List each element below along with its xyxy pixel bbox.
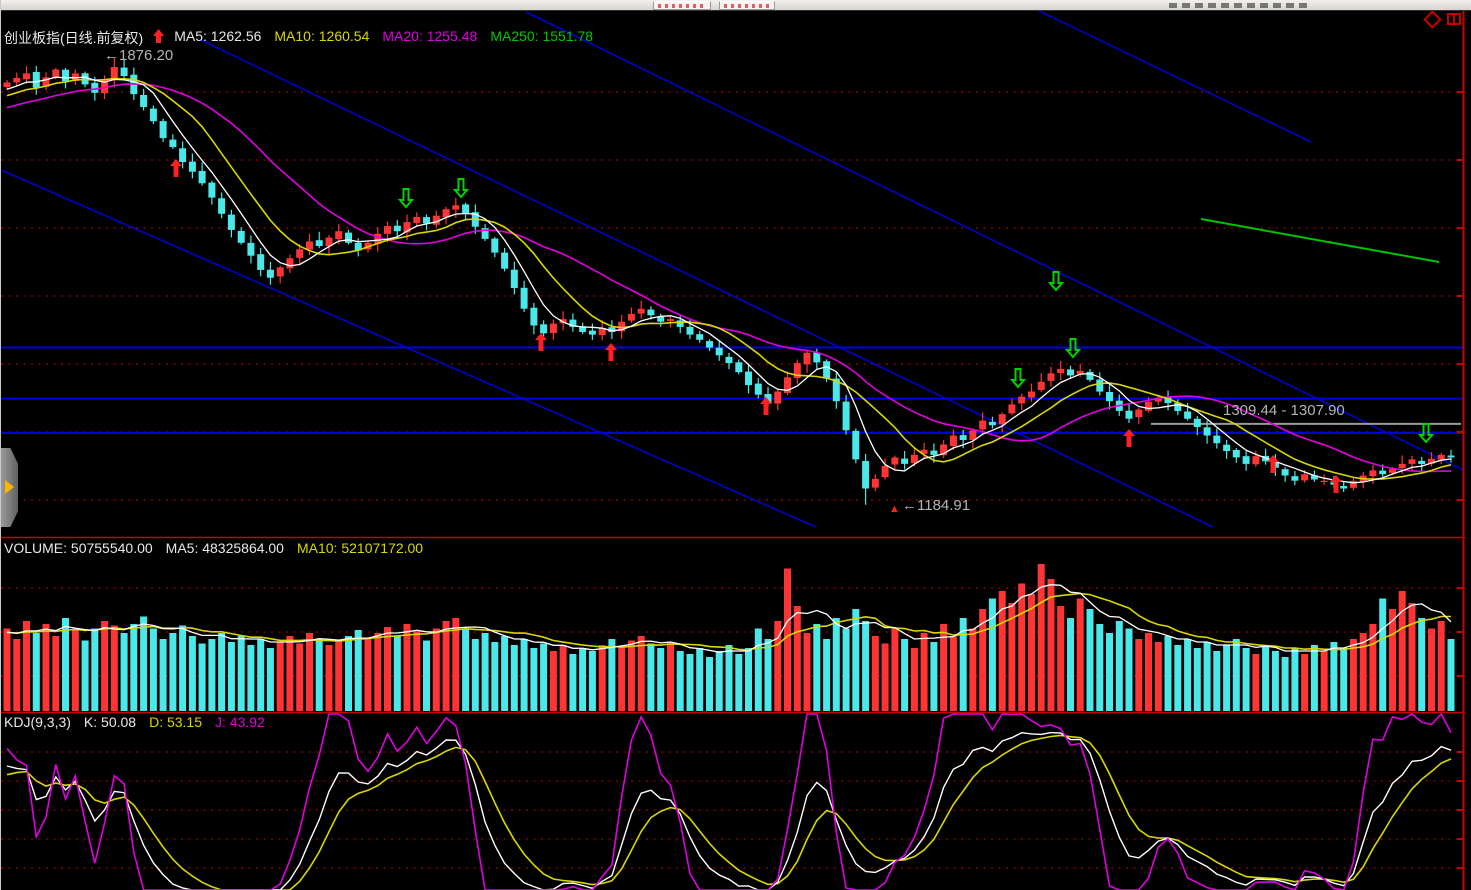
low-marker-icon: ▲: [889, 503, 900, 515]
ma5-value: MA5: 1262.56: [174, 28, 262, 44]
volume-ma10-value: MA10: 52107172.00: [296, 540, 424, 556]
chart-canvas[interactable]: [1, 11, 1471, 890]
split-window-icon[interactable]: [1447, 13, 1461, 25]
kdj-j-value: J: 43.92: [215, 714, 265, 730]
panel-expand-handle[interactable]: [1, 448, 18, 527]
buy-arrow-legend-icon: [152, 28, 165, 48]
menu-bar: [1, 0, 1471, 11]
ma250-value: MA250: 1551.78: [490, 28, 594, 44]
ma20-value: MA20: 1255.48: [382, 28, 478, 44]
menu-button-text-clipped: [724, 4, 770, 8]
volume-ma5-value: MA5: 48325864.00: [165, 540, 284, 556]
ma10-value: MA10: 1260.54: [274, 28, 370, 44]
measure-label: 1309.44 - 1307.90: [1223, 402, 1345, 419]
instrument-title: 创业板指(日线.前复权): [4, 30, 144, 46]
main-chart-header: 创业板指(日线.前复权) MA5: 1262.56 MA10: 1260.54 …: [4, 28, 593, 48]
menu-button-text-clipped: [658, 4, 706, 8]
volume-header: VOLUME: 50755540.00 MA5: 48325864.00 MA1…: [4, 540, 423, 556]
high-price-label: ←1876.20: [104, 47, 174, 64]
low-price-label: ←1184.91: [902, 497, 971, 514]
expand-arrow-icon: [5, 480, 14, 494]
kdj-label: KDJ(9,3,3): [4, 714, 71, 730]
chart-corner-tools: [1423, 9, 1461, 29]
diamond-tool-icon[interactable]: [1423, 9, 1442, 29]
kdj-d-value: D: 53.15: [149, 714, 203, 730]
kdj-k-value: K: 50.08: [83, 714, 137, 730]
menu-button-stub[interactable]: [719, 1, 775, 10]
volume-value: VOLUME: 50755540.00: [4, 540, 153, 556]
menu-button-stub[interactable]: [653, 1, 711, 10]
menu-text-clipped: [1169, 3, 1311, 8]
kdj-header: KDJ(9,3,3) K: 50.08 D: 53.15 J: 43.92: [4, 714, 265, 730]
